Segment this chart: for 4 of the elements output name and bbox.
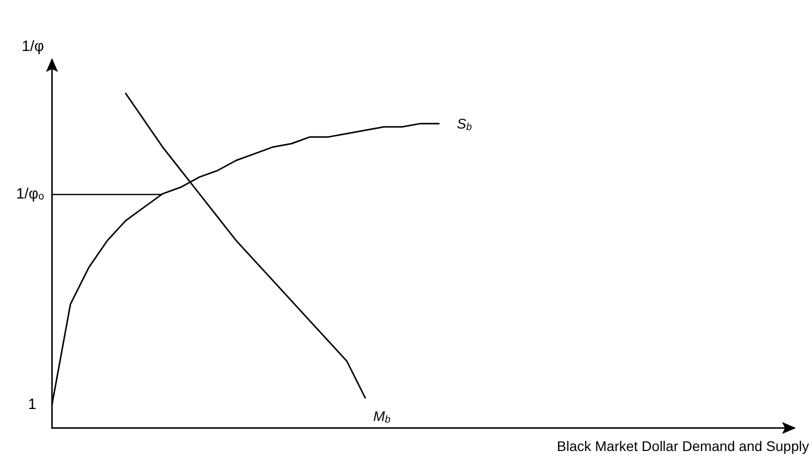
x-axis-title: Black Market Dollar Demand and Supply (556, 438, 809, 454)
y-axis-title: 1/φ (22, 38, 44, 55)
text: 1 (28, 396, 36, 413)
ref-line-label: 1/φₒ (16, 185, 44, 202)
